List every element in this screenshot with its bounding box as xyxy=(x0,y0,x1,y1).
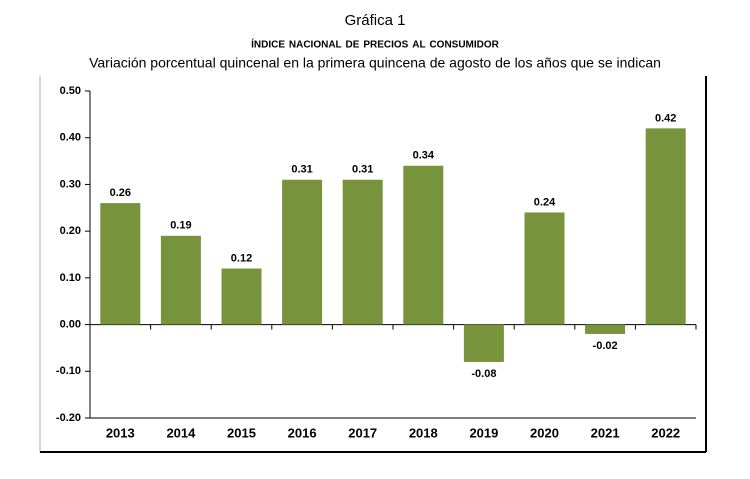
y-tick-label: 0.30 xyxy=(60,178,81,190)
y-tick-label: -0.10 xyxy=(56,365,81,377)
x-tick-label: 2017 xyxy=(348,425,377,440)
value-label: 0.24 xyxy=(534,196,556,208)
x-tick-label: 2018 xyxy=(409,425,438,440)
value-label: 0.31 xyxy=(352,164,373,176)
x-tick-label: 2016 xyxy=(288,425,317,440)
y-tick-label: -0.20 xyxy=(56,412,81,424)
x-tick-label: 2022 xyxy=(651,425,680,440)
x-tick-label: 2013 xyxy=(106,425,135,440)
bar xyxy=(585,324,626,334)
y-tick-label: 0.20 xyxy=(60,225,81,237)
y-tick-label: 0.00 xyxy=(60,318,81,330)
bar xyxy=(221,268,262,325)
y-tick-label: 0.40 xyxy=(60,132,81,144)
bar xyxy=(100,203,141,325)
y-tick-label: 0.10 xyxy=(60,272,81,284)
x-tick-label: 2015 xyxy=(227,425,256,440)
value-label: -0.08 xyxy=(471,368,496,380)
y-tick-label: 0.50 xyxy=(60,85,81,97)
value-label: 0.42 xyxy=(655,112,676,124)
bar xyxy=(282,179,323,325)
chart-subtitle: Índice Nacional de Precios al Consumidor xyxy=(251,35,500,51)
x-tick-label: 2021 xyxy=(591,425,620,440)
bar xyxy=(403,165,444,325)
bar xyxy=(463,324,504,362)
bar xyxy=(645,128,686,325)
chart-description: Variación porcentual quincenal en la pri… xyxy=(89,55,661,71)
value-label: 0.34 xyxy=(413,150,435,162)
value-label: 0.19 xyxy=(170,220,191,232)
value-label: 0.12 xyxy=(231,252,252,264)
x-tick-label: 2020 xyxy=(530,425,559,440)
value-label: 0.31 xyxy=(291,164,312,176)
value-label: 0.26 xyxy=(110,187,131,199)
chart-title: Gráfica 1 xyxy=(345,12,406,29)
value-label: -0.02 xyxy=(593,340,618,352)
bar xyxy=(524,212,565,325)
x-tick-label: 2019 xyxy=(469,425,498,440)
x-tick-label: 2014 xyxy=(166,425,196,440)
bar xyxy=(160,235,201,325)
bar xyxy=(342,179,383,325)
